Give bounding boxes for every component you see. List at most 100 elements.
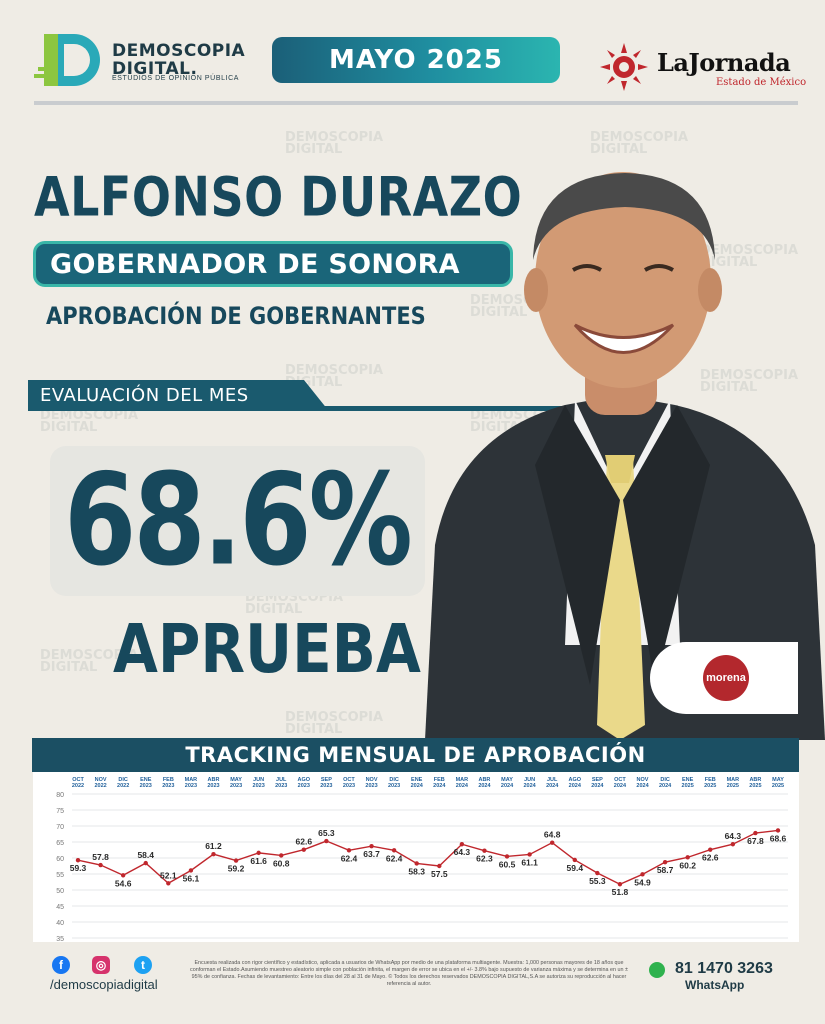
newspaper-subtitle: Estado de México [716, 77, 807, 88]
x-tick-label: 2022 [72, 783, 84, 789]
x-tick-label: DIC [660, 777, 670, 783]
y-tick-label: 75 [56, 808, 64, 815]
x-tick-label: OCT [72, 777, 84, 783]
data-point [98, 862, 103, 868]
x-tick-label: 2024 [478, 783, 491, 789]
x-tick-label: MAY [501, 777, 513, 783]
data-point [233, 858, 239, 863]
instagram-icon[interactable]: ◎ [92, 956, 110, 974]
y-tick-label: 70 [56, 824, 64, 831]
data-point [166, 881, 171, 886]
x-tick-label: SEP [592, 777, 603, 783]
x-tick-label: 2024 [636, 783, 649, 789]
x-tick-label: NOV [637, 777, 649, 783]
x-tick-label: 2022 [94, 783, 106, 789]
x-tick-label: 2023 [298, 783, 310, 789]
data-label: 59.2 [228, 864, 245, 874]
x-tick-label: MAR [185, 777, 198, 783]
twitter-icon[interactable]: t [134, 956, 152, 974]
x-tick-label: NOV [95, 777, 107, 783]
data-point [120, 873, 126, 878]
data-point [75, 858, 81, 863]
evaluation-tab: EVALUACIÓN DEL MES [28, 380, 328, 410]
data-label: 52.1 [160, 870, 177, 880]
chart-title: TRACKING MENSUAL DE APROBACIÓN [185, 743, 646, 767]
x-tick-label: JUL [276, 777, 287, 783]
newspaper-name: LaJornada [657, 48, 791, 77]
x-tick-label: 2024 [569, 783, 582, 789]
data-point [527, 852, 532, 857]
data-label: 62.6 [702, 853, 719, 863]
x-tick-label: 2023 [253, 783, 265, 789]
x-tick-label: NOV [366, 777, 378, 783]
x-tick-label: 2023 [140, 783, 152, 789]
x-tick-label: 2024 [546, 783, 559, 789]
data-label: 64.3 [725, 831, 742, 841]
x-tick-label: SEP [321, 777, 332, 783]
data-point [279, 853, 284, 858]
data-label: 58.4 [137, 850, 154, 860]
data-point [775, 828, 781, 833]
data-point [414, 861, 419, 866]
data-point [662, 859, 668, 865]
x-tick-label: OCT [343, 777, 355, 783]
result-card [50, 446, 425, 596]
x-tick-label: 2024 [659, 783, 672, 789]
data-point [482, 848, 487, 853]
jornada-sun-icon [600, 43, 648, 91]
x-tick-label: 2023 [343, 783, 355, 789]
data-point [346, 848, 352, 853]
role-badge: GOBERNADOR DE SONORA [33, 241, 513, 287]
data-point [730, 842, 736, 847]
y-tick-label: 80 [56, 792, 64, 799]
x-tick-label: JUL [547, 777, 558, 783]
data-label: 63.7 [363, 849, 380, 859]
y-tick-label: 60 [56, 856, 64, 863]
series-line [77, 829, 779, 886]
data-point [211, 851, 216, 857]
x-tick-label: 2022 [117, 783, 129, 789]
x-tick-label: 2024 [433, 783, 446, 789]
x-tick-label: 2024 [456, 783, 469, 789]
governor-name: ALFONSO DURAZO [34, 165, 523, 229]
data-point [640, 872, 645, 877]
survey-subtitle: APROBACIÓN DE GOBERNANTES [46, 302, 426, 330]
data-point [504, 854, 510, 859]
x-tick-label: JUN [524, 777, 535, 783]
x-tick-label: 2025 [704, 783, 716, 789]
x-tick-label: ENE [140, 777, 152, 783]
x-tick-label: ENE [411, 777, 423, 783]
x-tick-label: 2025 [682, 783, 694, 789]
month-badge: MAYO 2025 [272, 37, 560, 83]
data-point [391, 848, 397, 853]
data-point [256, 850, 261, 856]
whatsapp-label: WhatsApp [685, 978, 745, 992]
data-label: 54.6 [115, 878, 132, 888]
x-tick-label: 2024 [523, 783, 536, 789]
whatsapp-number[interactable]: 81 1470 3263 [675, 960, 773, 977]
brand-name: DEMOSCOPIA DIGITAL. [112, 41, 246, 79]
x-tick-label: ENE [682, 777, 694, 783]
watermark: DEMOSCOPIA DIGITAL [285, 130, 384, 157]
x-tick-label: AGO [298, 777, 311, 783]
brand-tagline: ESTUDIOS DE OPINIÓN PÚBLICA [112, 75, 240, 82]
x-tick-label: 2023 [185, 783, 197, 789]
whatsapp-icon [649, 962, 665, 978]
x-tick-label: ABR [478, 777, 490, 783]
x-tick-label: 2023 [275, 783, 287, 789]
social-handle[interactable]: /demoscopiadigital [50, 977, 158, 992]
data-point [572, 857, 577, 863]
x-tick-label: 2023 [162, 783, 174, 789]
y-tick-label: 35 [56, 936, 64, 942]
x-tick-label: 2024 [591, 783, 604, 789]
data-label: 58.7 [657, 865, 674, 875]
x-tick-label: 2023 [230, 783, 242, 789]
data-label: 60.2 [679, 860, 696, 870]
facebook-icon[interactable]: f [52, 956, 70, 974]
x-tick-label: 2025 [727, 783, 739, 789]
watermark: DEMOSCOPIA DIGITAL [700, 368, 799, 395]
data-point [685, 855, 690, 860]
watermark: DEMOSCOPIA DIGITAL [40, 408, 139, 435]
x-tick-label: 2024 [614, 783, 627, 789]
x-tick-label: FEB [163, 777, 174, 783]
